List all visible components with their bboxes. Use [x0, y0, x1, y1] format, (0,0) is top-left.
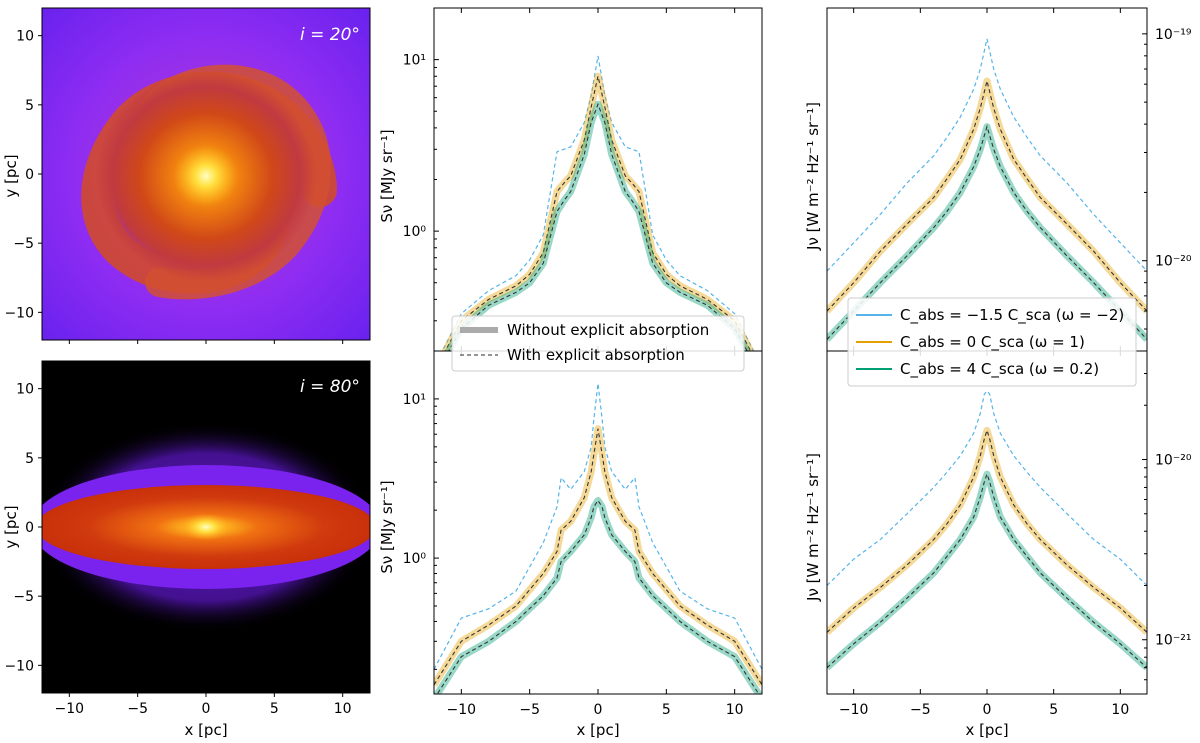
y-tick-label: 0 — [25, 167, 34, 183]
y-tick-label: 5 — [25, 451, 34, 467]
x-axis-label: x [pc] — [184, 721, 227, 739]
s-top-ylabel: Sν [MJy sr⁻¹] — [378, 129, 396, 222]
series-line-dashed — [434, 383, 762, 670]
plot-frame — [826, 350, 1148, 695]
y-tick-label: 10¹ — [403, 53, 426, 69]
inclination-label: i = 80° — [300, 377, 360, 397]
legend-entry: Without explicit absorption — [507, 321, 709, 339]
y-axis-label: y [pc] — [2, 154, 20, 197]
y-tick-label: 10⁻²⁰ — [1155, 453, 1192, 469]
x-tick-label: −5 — [519, 702, 540, 718]
series-line-thick — [827, 470, 1147, 671]
y-tick-label: −10 — [4, 658, 34, 674]
series-line-dashed — [827, 390, 1147, 586]
series-group — [441, 55, 755, 351]
x-tick-label: 5 — [270, 701, 279, 717]
legend-entry: C_abs = 4 C_sca (ω = 0.2) — [900, 360, 1099, 379]
image-bottom-ticks: 10 5 0 −5 −10 −10 −5 0 5 10 — [4, 382, 351, 717]
y-axis-label: y [pc] — [2, 505, 20, 548]
series-line-dashed — [441, 55, 755, 351]
series-line-dashed — [448, 102, 748, 351]
series-line-dashed — [436, 499, 760, 694]
y-tick-label: −5 — [13, 589, 34, 605]
x-tick-label: −10 — [55, 701, 85, 717]
y-tick-label: 10⁰ — [403, 551, 427, 567]
galaxy-core — [176, 146, 236, 206]
x-tick-label: −5 — [127, 701, 148, 717]
inclination-label: i = 20° — [300, 25, 360, 45]
legend-entry: With explicit absorption — [507, 346, 685, 364]
plot-J-bottom: −10 −5 0 5 10 10⁻²⁰ 10⁻²¹ — [826, 350, 1192, 718]
legend-frame — [847, 297, 1137, 387]
x-tick-label: −5 — [910, 702, 931, 718]
legend-entry: C_abs = −1.5 C_sca (ω = −2) — [900, 306, 1124, 325]
image-top-ticks: 10 5 0 −5 −10 — [4, 29, 344, 344]
y-tick-label: −10 — [4, 305, 34, 321]
series-group — [827, 390, 1147, 671]
image-panel-top: i = 20° 10 5 0 −5 −10 y [pc] — [2, 7, 371, 344]
y-tick-label: 10 — [16, 382, 34, 398]
x-tick-label: 10 — [1111, 702, 1129, 718]
x-tick-label: −10 — [447, 702, 477, 718]
series-line-dashed — [827, 38, 1147, 272]
series-group — [827, 38, 1147, 342]
y-tick-label: −5 — [13, 236, 34, 252]
plot-J-top: 10⁻¹⁹ 10⁻²⁰ — [826, 7, 1192, 352]
x-tick-label: 5 — [1049, 702, 1058, 718]
y-tick-label: 0 — [25, 520, 34, 536]
j-top-ylabel: Jν [W m⁻² Hz⁻¹ sr⁻¹] — [804, 102, 822, 251]
series-line-dashed — [827, 124, 1147, 340]
series-line-dashed — [827, 472, 1147, 669]
series-line-dashed — [827, 428, 1147, 633]
x-tick-label: 0 — [202, 701, 211, 717]
x-tick-label: 10 — [334, 701, 352, 717]
j-bottom-ylabel: Jν [W m⁻² Hz⁻¹ sr⁻¹] — [804, 453, 822, 602]
y-tick-label: 10⁻²⁰ — [1155, 254, 1192, 270]
series-line-dashed — [434, 428, 762, 686]
galaxy-core — [180, 513, 232, 541]
y-tick-label: 10 — [16, 29, 34, 45]
y-tick-label: 10⁰ — [403, 224, 427, 240]
legend-style: Without explicit absorption With explici… — [451, 315, 745, 372]
x-tick-label: −10 — [839, 702, 869, 718]
image-panel-bottom: i = 80° 10 5 0 −5 −10 −10 −5 0 5 10 y [pc] x [pc] — [2, 360, 371, 739]
x-tick-label: 10 — [726, 702, 744, 718]
s-xlabel: x [pc] — [576, 721, 619, 739]
j-xlabel: x [pc] — [965, 721, 1008, 739]
y-tick-label: 5 — [25, 98, 34, 114]
legend-entry: C_abs = 0 C_sca (ω = 1) — [900, 333, 1085, 352]
s-bottom-ylabel: Sν [MJy sr⁻¹] — [378, 480, 396, 573]
series-line-thick — [827, 426, 1147, 635]
x-tick-label: 0 — [594, 702, 603, 718]
y-tick-label: 10⁻¹⁹ — [1155, 27, 1192, 43]
series-line-dashed — [827, 80, 1147, 312]
plot-S-bottom: −10 −5 0 5 10 10¹ 10⁰ — [403, 350, 763, 718]
x-tick-label: 0 — [983, 702, 992, 718]
y-tick-label: 10⁻²¹ — [1155, 633, 1191, 649]
y-tick-label: 10¹ — [403, 392, 426, 408]
series-line-thick — [434, 497, 762, 694]
series-group — [434, 383, 762, 694]
series-line-dashed — [444, 76, 752, 351]
legend-models: C_abs = −1.5 C_sca (ω = −2) C_abs = 0 C_… — [847, 297, 1137, 387]
plot-S-top: 10¹ 10⁰ — [403, 7, 763, 352]
legend-frame — [451, 315, 745, 372]
x-tick-label: 5 — [662, 702, 671, 718]
series-line-thick — [827, 77, 1147, 314]
